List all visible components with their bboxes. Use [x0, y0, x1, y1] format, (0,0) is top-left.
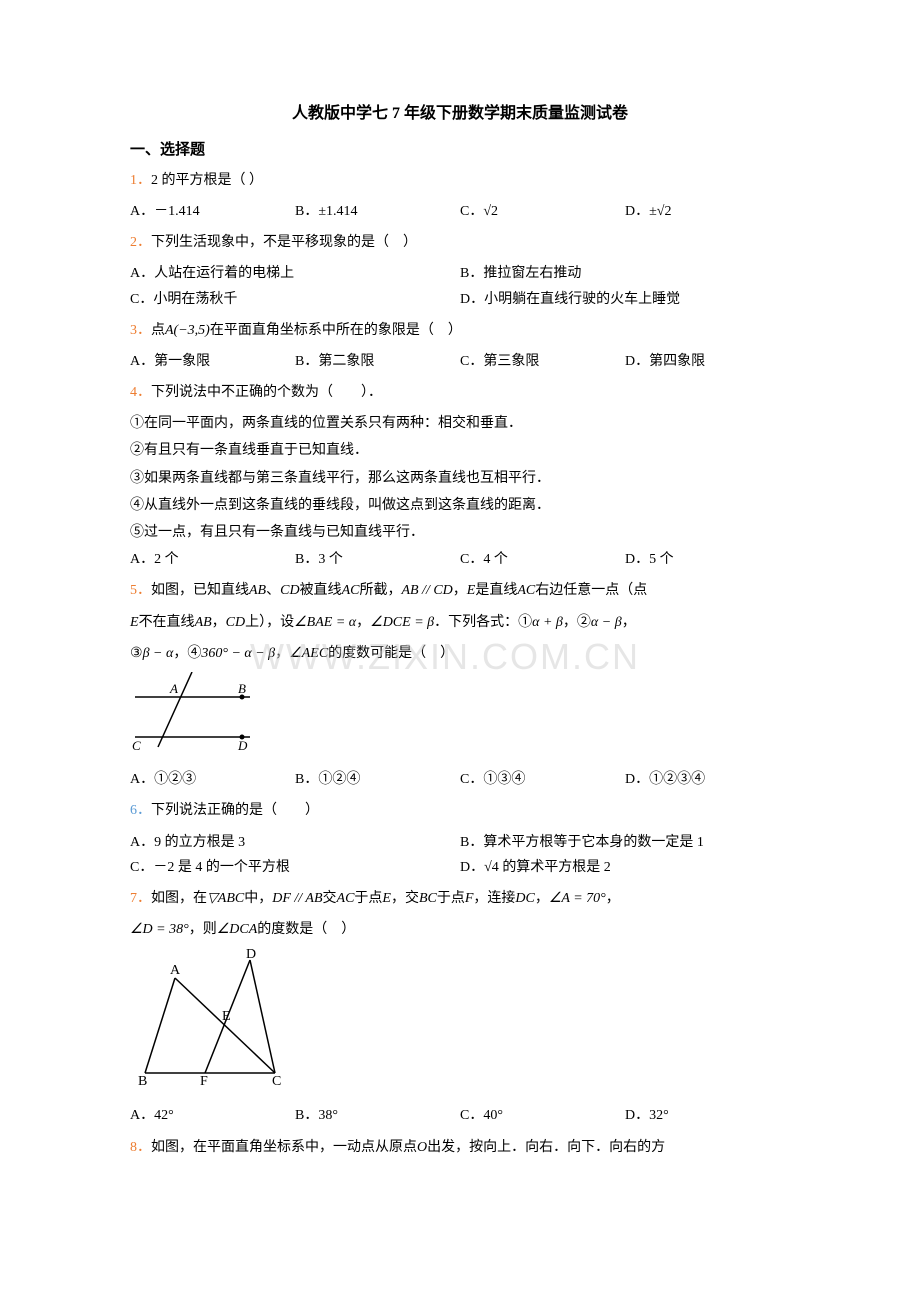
parallel-lines-diagram: A B C D [130, 672, 290, 752]
label-c: C [132, 738, 141, 752]
exam-title: 人教版中学七 7 年级下册数学期末质量监测试卷 [130, 100, 790, 129]
q1-opt-d: D．±√2 [625, 199, 790, 224]
triangle-diagram: A B C D E F [130, 948, 320, 1088]
label-b: B [138, 1074, 147, 1088]
q6-opt-c: C．－2 是 4 的一个平方根 [130, 855, 460, 880]
q2-text: 下列生活现象中，不是平移现象的是（ ） [151, 235, 417, 250]
q7-opt-d: D．32° [625, 1103, 790, 1128]
q5-number: 5． [130, 583, 151, 598]
q4-s2: ②有且只有一条直线垂直于已知直线． [130, 438, 790, 463]
q3-opt-a: A．第一象限 [130, 349, 295, 374]
q4-opt-b: B．3 个 [295, 547, 460, 572]
q8-number: 8． [130, 1140, 151, 1155]
q2-opt-c: C．小明在荡秋千 [130, 287, 460, 312]
question-1: 1．2 的平方根是（ ） [130, 168, 790, 193]
q2-opt-d: D．小明躺在直线行驶的火车上睡觉 [460, 287, 790, 312]
q7-opt-b: B．38° [295, 1103, 460, 1128]
q6-opt-a: A．9 的立方根是 3 [130, 830, 460, 855]
label-f: F [200, 1074, 208, 1088]
q6-number: 6． [130, 803, 151, 818]
question-7-line2: ∠D = 38°，则∠DCA的度数是（ ） [130, 917, 790, 942]
question-7: 7．如图，在▽ABC中，DF // AB交AC于点E，交BC于点F，连接DC，∠… [130, 886, 790, 911]
question-4: 4．下列说法中不正确的个数为（ ）． [130, 380, 790, 405]
q3-opt-d: D．第四象限 [625, 349, 790, 374]
q6-text: 下列说法正确的是（ ） [151, 803, 319, 818]
question-2: 2．下列生活现象中，不是平移现象的是（ ） [130, 230, 790, 255]
question-6: 6．下列说法正确的是（ ） [130, 798, 790, 823]
q4-opt-a: A．2 个 [130, 547, 295, 572]
q7-options: A．42° B．38° C．40° D．32° [130, 1103, 790, 1128]
q5-diagram: A B C D [130, 672, 790, 761]
q7-opt-c: C．40° [460, 1103, 625, 1128]
label-a: A [170, 963, 181, 978]
q4-opt-d: D．5 个 [625, 547, 790, 572]
question-3: 3．点A(−3,5)在平面直角坐标系中所在的象限是（ ） [130, 318, 790, 343]
q7-opt-a: A．42° [130, 1103, 295, 1128]
section-heading: 一、选择题 [130, 137, 790, 164]
question-5-line3: ③β − α，④360° − α − β，∠AEC的度数可能是（ ） [130, 641, 790, 666]
label-d: D [237, 738, 248, 752]
q7-diagram: A B C D E F [130, 948, 790, 1097]
q1-text: 2 的平方根是（ ） [151, 173, 263, 188]
q1-opt-c: C．√2 [460, 199, 625, 224]
q2-opt-a: A．人站在运行着的电梯上 [130, 261, 460, 286]
q4-opt-c: C．4 个 [460, 547, 625, 572]
q3-opt-c: C．第三象限 [460, 349, 625, 374]
q1-number: 1． [130, 173, 151, 188]
label-c: C [272, 1074, 281, 1088]
q5-options: A．①②③ B．①②④ C．①③④ D．①②③④ [130, 767, 790, 792]
q5-opt-b: B．①②④ [295, 767, 460, 792]
q3-number: 3． [130, 323, 151, 338]
q1-opt-b: B．±1.414 [295, 199, 460, 224]
label-a: A [169, 681, 178, 696]
q7-number: 7． [130, 891, 151, 906]
q6-options: A．9 的立方根是 3 B．算术平方根等于它本身的数一定是 1 C．－2 是 4… [130, 830, 790, 880]
q3-opt-b: B．第二象限 [295, 349, 460, 374]
q2-options: A．人站在运行着的电梯上 B．推拉窗左右推动 C．小明在荡秋千 D．小明躺在直线… [130, 261, 790, 311]
q1-opt-a: A．－1.414 [130, 199, 295, 224]
q4-s1: ①在同一平面内，两条直线的位置关系只有两种：相交和垂直． [130, 411, 790, 436]
q6-opt-b: B．算术平方根等于它本身的数一定是 1 [460, 830, 790, 855]
question-5: 5．如图，已知直线AB、CD被直线AC所截，AB // CD，E是直线AC右边任… [130, 578, 790, 603]
q1-options: A．－1.414 B．±1.414 C．√2 D．±√2 [130, 199, 790, 224]
label-e: E [222, 1009, 231, 1024]
q3-options: A．第一象限 B．第二象限 C．第三象限 D．第四象限 [130, 349, 790, 374]
label-d: D [246, 948, 256, 962]
q4-number: 4． [130, 385, 151, 400]
exam-page: WWW.ZIXIN.COM.CN 人教版中学七 7 年级下册数学期末质量监测试卷… [130, 100, 790, 1160]
q2-opt-b: B．推拉窗左右推动 [460, 261, 790, 286]
q5-opt-c: C．①③④ [460, 767, 625, 792]
q4-options: A．2 个 B．3 个 C．4 个 D．5 个 [130, 547, 790, 572]
q5-opt-d: D．①②③④ [625, 767, 790, 792]
q5-opt-a: A．①②③ [130, 767, 295, 792]
q6-opt-d: D．√4 的算术平方根是 2 [460, 855, 790, 880]
q4-s5: ⑤过一点，有且只有一条直线与已知直线平行． [130, 520, 790, 545]
q4-text: 下列说法中不正确的个数为（ ）． [151, 385, 382, 400]
q4-s3: ③如果两条直线都与第三条直线平行，那么这两条直线也互相平行． [130, 466, 790, 491]
question-8: 8．如图，在平面直角坐标系中，一动点从原点O出发，按向上．向右．向下．向右的方 [130, 1135, 790, 1160]
q4-s4: ④从直线外一点到这条直线的垂线段，叫做这点到这条直线的距离． [130, 493, 790, 518]
label-b: B [238, 681, 246, 696]
question-5-line2: E不在直线AB，CD上），设∠BAE = α，∠DCE = β．下列各式：①α … [130, 610, 790, 635]
q2-number: 2． [130, 235, 151, 250]
